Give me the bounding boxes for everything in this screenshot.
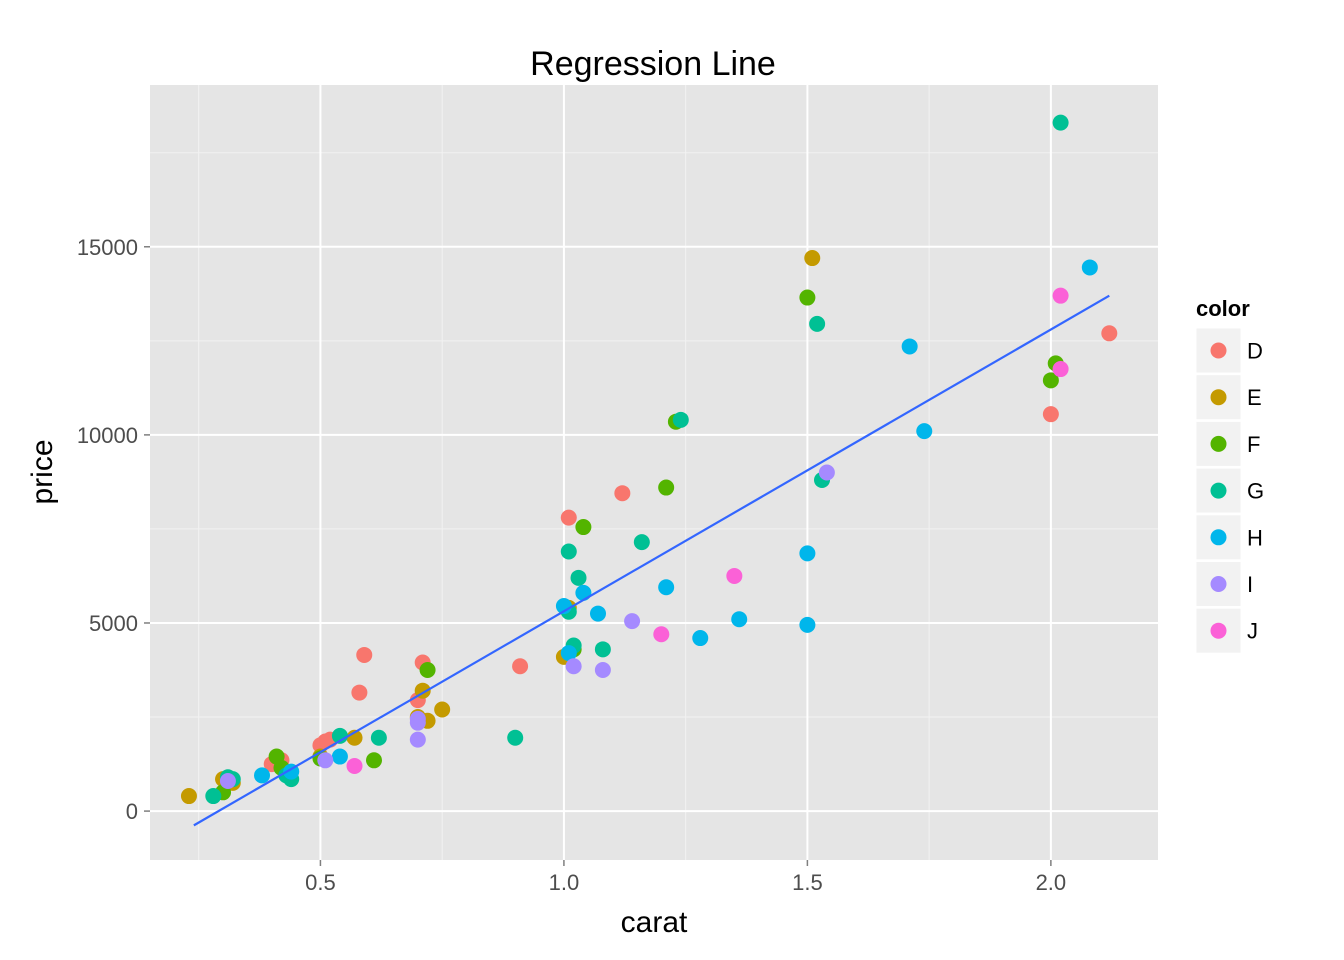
data-point-G bbox=[1052, 114, 1069, 131]
data-point-D bbox=[1101, 325, 1118, 342]
data-point-G bbox=[507, 729, 524, 746]
data-point-G bbox=[370, 729, 387, 746]
plot-panel bbox=[150, 85, 1158, 860]
data-point-H bbox=[901, 338, 918, 355]
grid-major bbox=[150, 85, 1158, 860]
data-point-H bbox=[658, 579, 675, 596]
data-point-G bbox=[633, 534, 650, 551]
regression-line-group bbox=[193, 294, 1110, 827]
data-point-H bbox=[1081, 259, 1098, 276]
data-point-H bbox=[916, 423, 933, 440]
data-point-H bbox=[692, 630, 709, 647]
x-tick-label: 1.5 bbox=[792, 870, 823, 895]
data-point-I bbox=[565, 658, 582, 675]
data-point-F bbox=[1042, 372, 1059, 389]
legend-label-I: I bbox=[1247, 572, 1253, 597]
regression-line bbox=[193, 294, 1110, 827]
data-point-H bbox=[799, 616, 816, 633]
data-point-D bbox=[512, 658, 529, 675]
legend-marker-J bbox=[1210, 622, 1227, 639]
legend-label-D: D bbox=[1247, 339, 1263, 364]
data-point-D bbox=[356, 646, 373, 663]
data-point-I bbox=[219, 772, 236, 789]
legend-label-G: G bbox=[1247, 479, 1264, 504]
data-point-G bbox=[560, 543, 577, 560]
data-point-F bbox=[419, 662, 436, 679]
legend-label-J: J bbox=[1247, 619, 1258, 644]
data-point-G bbox=[331, 727, 348, 744]
data-point-I bbox=[624, 613, 641, 630]
data-point-F bbox=[366, 752, 382, 769]
data-point-J bbox=[726, 567, 743, 584]
legend-label-F: F bbox=[1247, 432, 1260, 457]
chart-title: Regression Line bbox=[530, 45, 776, 83]
data-point-J bbox=[1052, 287, 1069, 304]
x-axis-ticks: 0.5 1.0 1.5 2.0 bbox=[305, 860, 1066, 895]
y-tick-label: 15000 bbox=[77, 235, 138, 260]
legend-marker-H bbox=[1210, 529, 1227, 546]
legend-key-I bbox=[1195, 561, 1242, 607]
data-point-G bbox=[809, 315, 826, 332]
data-point-H bbox=[575, 584, 592, 601]
grid-minor bbox=[150, 85, 1158, 860]
legend-label-H: H bbox=[1247, 525, 1263, 550]
data-point-F bbox=[799, 289, 816, 306]
y-axis-title: price bbox=[26, 439, 59, 504]
x-tick-label: 1.0 bbox=[549, 870, 580, 895]
data-point-I bbox=[409, 731, 426, 748]
data-point-E bbox=[434, 701, 451, 718]
data-point-H bbox=[731, 611, 748, 628]
data-point-J bbox=[346, 757, 363, 774]
y-tick-label: 10000 bbox=[77, 423, 138, 448]
data-point-H bbox=[560, 645, 577, 662]
data-point-E bbox=[180, 788, 197, 805]
data-point-H bbox=[590, 605, 606, 622]
y-tick-label: 5000 bbox=[89, 611, 138, 636]
data-point-H bbox=[799, 545, 816, 562]
data-point-G bbox=[594, 641, 611, 658]
data-point-E bbox=[804, 250, 821, 267]
data-point-D bbox=[560, 509, 577, 526]
x-tick-label: 2.0 bbox=[1036, 870, 1067, 895]
data-point-D bbox=[614, 485, 631, 502]
data-point-I bbox=[818, 464, 835, 481]
legend-marker-E bbox=[1210, 389, 1227, 406]
legend-title: color bbox=[1196, 296, 1250, 321]
x-axis-title: carat bbox=[621, 906, 688, 939]
data-point-G bbox=[672, 411, 689, 428]
data-point-J bbox=[1052, 361, 1069, 378]
legend-marker-G bbox=[1210, 482, 1227, 499]
data-point-F bbox=[575, 519, 592, 536]
data-point-I bbox=[594, 662, 611, 679]
legend-marker-I bbox=[1210, 576, 1227, 592]
x-tick-label: 0.5 bbox=[305, 870, 336, 895]
y-tick-label: 0 bbox=[126, 799, 138, 824]
data-point-G bbox=[205, 788, 222, 805]
data-point-H bbox=[331, 748, 348, 765]
legend-marker-D bbox=[1210, 342, 1227, 359]
y-axis-ticks: 0 5000 10000 15000 bbox=[77, 235, 150, 824]
legend-key-H bbox=[1195, 514, 1242, 561]
data-point-J bbox=[653, 626, 670, 643]
legend-label-E: E bbox=[1247, 385, 1262, 410]
legend-marker-F bbox=[1210, 435, 1227, 452]
data-point-F bbox=[658, 479, 675, 496]
data-point-I bbox=[409, 710, 426, 727]
data-point-G bbox=[570, 569, 587, 586]
data-point-H bbox=[254, 767, 270, 784]
data-point-I bbox=[317, 752, 334, 769]
data-point-D bbox=[1042, 406, 1059, 423]
data-point-D bbox=[351, 684, 368, 701]
